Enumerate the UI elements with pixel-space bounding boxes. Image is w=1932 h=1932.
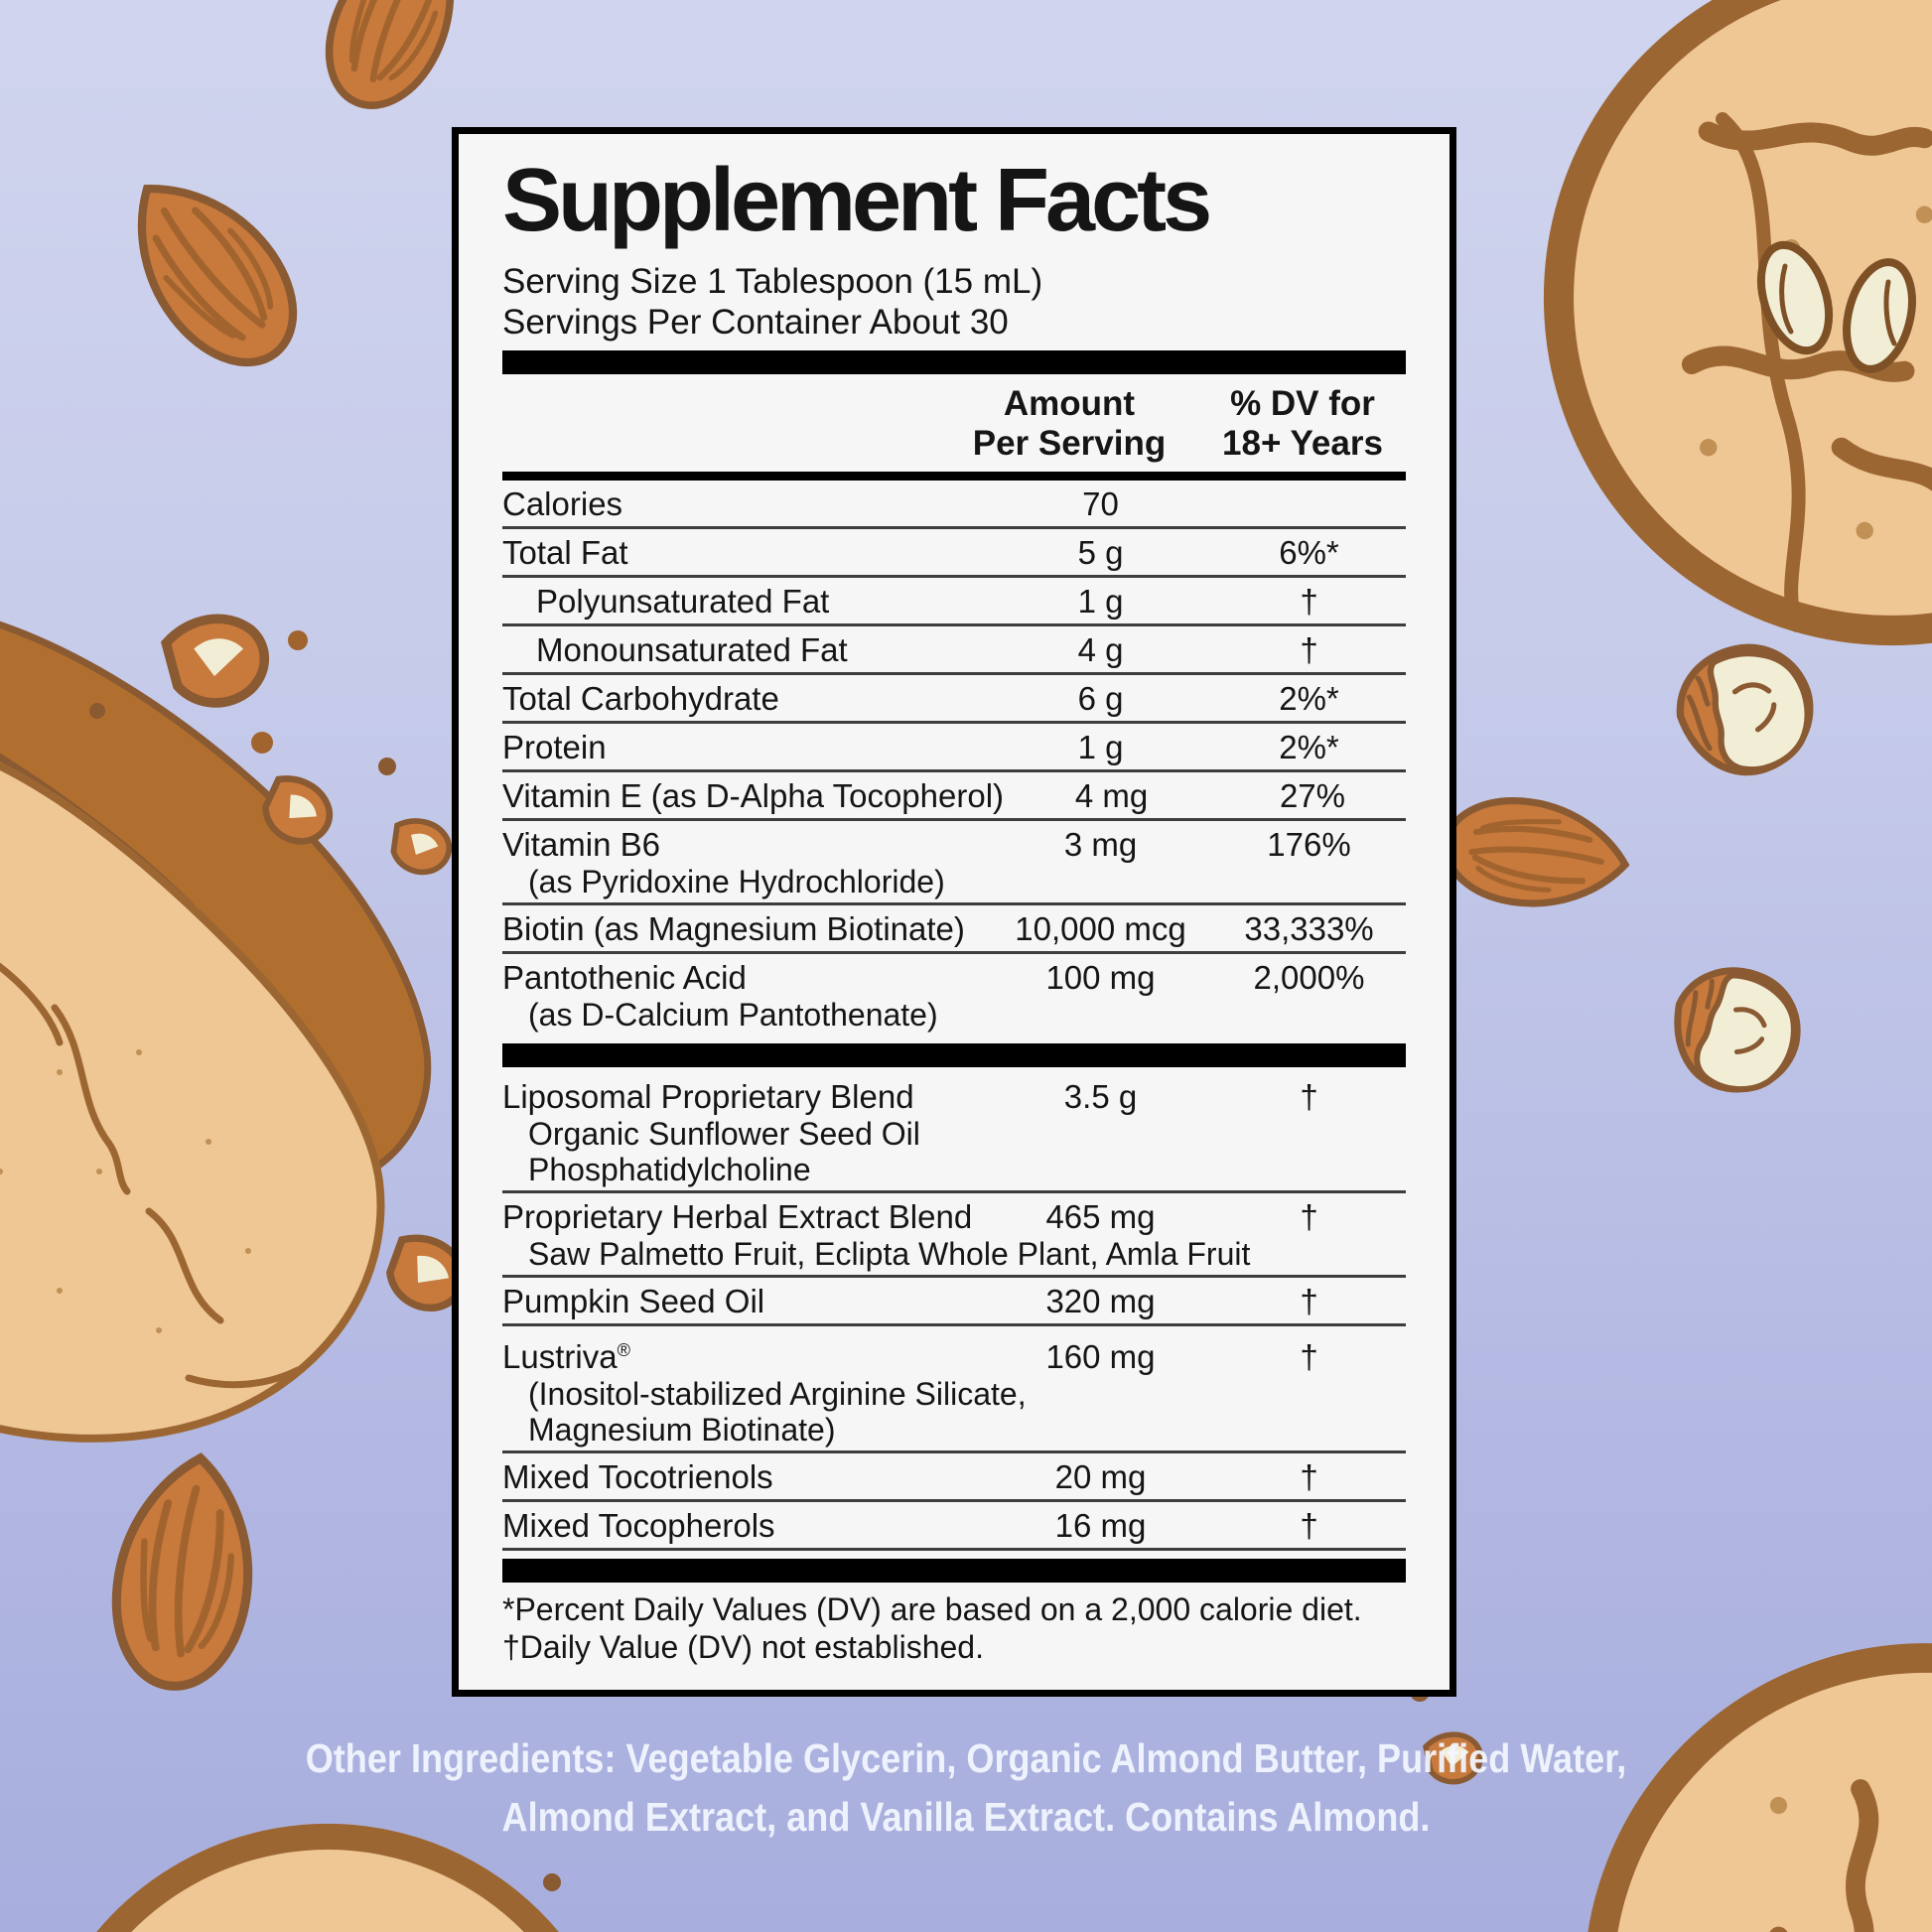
blend-dv: †	[1300, 1197, 1318, 1235]
blend-amount: 320 mg	[1045, 1282, 1156, 1319]
nutrient-name: Vitamin E (as D-Alpha Tocopherol)	[502, 776, 1005, 814]
amount-column-header: Amount Per Serving	[972, 383, 1167, 463]
blend-name: Pumpkin Seed Oil	[502, 1282, 765, 1319]
nutrient-dv: 2%*	[1279, 728, 1339, 765]
nutrient-amount: 1 g	[1077, 582, 1124, 620]
servings-per-container-text: Servings Per Container About 30	[502, 302, 1009, 342]
blend-dv: †	[1300, 1506, 1318, 1544]
supplement-facts-panel: Supplement Facts Serving Size 1 Tablespo…	[452, 127, 1456, 1697]
blend-subtext: Magnesium Biotinate)	[528, 1411, 836, 1448]
nutrient-dv: 27%	[1279, 776, 1346, 814]
nutrient-name: Calories	[502, 484, 623, 522]
almond-half-icon	[1659, 955, 1813, 1105]
cookie-icon	[1559, 0, 1932, 630]
table-row: Pumpkin Seed Oil 320 mg †	[502, 1278, 1406, 1326]
table-row: Vitamin B6 3 mg 176% (as Pyridoxine Hydr…	[502, 821, 1406, 905]
blend-dv: †	[1300, 1282, 1318, 1319]
blend-name: Lustriva®	[502, 1337, 630, 1375]
column-headers: Amount Per Serving % DV for 18+ Years	[502, 374, 1406, 472]
blend-amount: 465 mg	[1045, 1197, 1156, 1235]
table-row: Biotin (as Magnesium Biotinate) 10,000 m…	[502, 905, 1406, 954]
nutrient-name: Pantothenic Acid	[502, 958, 747, 996]
nutrient-amount: 4 g	[1077, 630, 1124, 668]
dipped-cookie-piece-icon	[0, 621, 432, 1443]
blend-amount: 20 mg	[1054, 1457, 1147, 1495]
registered-mark: ®	[617, 1339, 630, 1360]
table-row: Vitamin E (as D-Alpha Tocopherol) 4 mg 2…	[502, 772, 1406, 821]
crumbs-icon	[89, 608, 473, 1317]
blend-dv: †	[1300, 1337, 1318, 1375]
blend-amount: 160 mg	[1045, 1337, 1156, 1375]
blend-name: Mixed Tocopherols	[502, 1506, 775, 1544]
blend-dv: †	[1300, 1457, 1318, 1495]
nutrient-amount: 70	[1082, 484, 1119, 522]
nutrient-subtext: (as D-Calcium Pantothenate)	[528, 996, 938, 1033]
almond-icon	[307, 0, 483, 124]
nutrient-name: Monounsaturated Fat	[536, 630, 848, 668]
nutrient-dv: 2,000%	[1253, 958, 1365, 996]
other-ingredients-text: Other Ingredients: Vegetable Glycerin, O…	[305, 1735, 1627, 1840]
table-row: Proprietary Herbal Extract Blend 465 mg …	[502, 1193, 1406, 1278]
nutrient-subtext: (as Pyridoxine Hydrochloride)	[528, 863, 945, 899]
divider-bar	[502, 1558, 1406, 1583]
footnote-dv: *Percent Daily Values (DV) are based on …	[502, 1590, 1362, 1627]
nutrient-dv: 2%*	[1279, 679, 1339, 717]
table-row: Mixed Tocopherols 16 mg †	[502, 1502, 1406, 1551]
divider-bar	[502, 1042, 1406, 1067]
almond-half-icon	[1669, 636, 1821, 784]
divider-bar	[502, 349, 1406, 374]
table-row: Calories 70	[502, 481, 1406, 529]
table-row: Lustriva® 160 mg † (Inositol-stabilized …	[502, 1326, 1406, 1453]
table-row: Total Fat 5 g 6%*	[502, 529, 1406, 578]
nutrient-amount: 100 mg	[1045, 958, 1156, 996]
table-row: Pantothenic Acid 100 mg 2,000% (as D-Cal…	[502, 954, 1406, 1035]
footnote-dagger: †Daily Value (DV) not established.	[502, 1628, 984, 1665]
nutrient-dv: †	[1300, 582, 1318, 620]
table-row: Monounsaturated Fat 4 g †	[502, 626, 1406, 675]
crumb-icon	[543, 1873, 561, 1891]
serving-size-text: Serving Size 1 Tablespoon (15 mL)	[502, 261, 1043, 301]
nutrient-amount: 4 mg	[1074, 776, 1149, 814]
table-row: Polyunsaturated Fat 1 g †	[502, 578, 1406, 626]
almond-icon	[100, 153, 322, 389]
nutrient-dv: 33,333%	[1244, 909, 1374, 947]
panel-title: Supplement Facts	[502, 151, 1212, 250]
table-row: Mixed Tocotrienols 20 mg †	[502, 1453, 1406, 1502]
blend-name: Mixed Tocotrienols	[502, 1457, 773, 1495]
table-row: Liposomal Proprietary Blend 3.5 g † Orga…	[502, 1073, 1406, 1193]
nutrient-dv: 176%	[1267, 825, 1351, 863]
blend-subtext: Saw Palmetto Fruit, Eclipta Whole Plant,…	[528, 1235, 1251, 1272]
nutrient-name: Biotin (as Magnesium Biotinate)	[502, 909, 965, 947]
blend-name: Liposomal Proprietary Blend	[502, 1077, 914, 1115]
nutrient-amount: 3 mg	[1063, 825, 1138, 863]
almond-icon	[104, 1449, 264, 1695]
table-row: Total Carbohydrate 6 g 2%*	[502, 675, 1406, 724]
nutrient-name: Total Fat	[502, 533, 628, 571]
nutrient-amount: 10,000 mcg	[1015, 909, 1186, 947]
almond-icon	[1441, 792, 1632, 915]
nutrient-amount: 6 g	[1077, 679, 1124, 717]
blend-amount: 16 mg	[1054, 1506, 1147, 1544]
nutrient-dv: 6%*	[1279, 533, 1339, 571]
nutrient-name: Protein	[502, 728, 607, 765]
nutrient-name: Total Carbohydrate	[502, 679, 779, 717]
nutrient-name: Polyunsaturated Fat	[536, 582, 830, 620]
blend-subtext: Phosphatidylcholine	[528, 1151, 811, 1187]
nutrient-amount: 1 g	[1077, 728, 1124, 765]
table-row: Protein 1 g 2%*	[502, 724, 1406, 772]
blend-subtext: Organic Sunflower Seed Oil	[528, 1115, 920, 1152]
nutrient-name: Vitamin B6	[502, 825, 660, 863]
nutrient-amount: 5 g	[1077, 533, 1124, 571]
nutrient-dv: †	[1300, 630, 1318, 668]
divider-bar	[502, 471, 1406, 481]
blend-amount: 3.5 g	[1063, 1077, 1138, 1115]
dv-column-header: % DV for 18+ Years	[1222, 383, 1383, 463]
footnotes: *Percent Daily Values (DV) are based on …	[502, 1583, 1406, 1666]
blend-subtext: (Inositol-stabilized Arginine Silicate,	[528, 1375, 1027, 1412]
blend-name: Proprietary Herbal Extract Blend	[502, 1197, 973, 1235]
blend-dv: †	[1300, 1077, 1318, 1115]
